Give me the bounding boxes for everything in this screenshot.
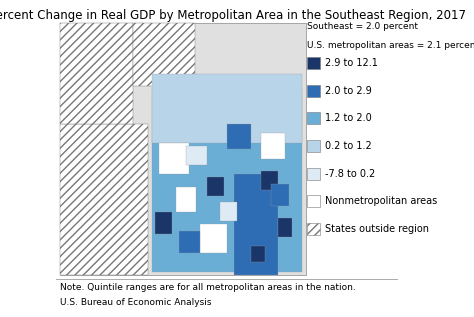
FancyBboxPatch shape — [176, 187, 196, 212]
FancyBboxPatch shape — [307, 195, 320, 207]
FancyBboxPatch shape — [186, 146, 207, 165]
FancyBboxPatch shape — [307, 223, 320, 235]
FancyBboxPatch shape — [60, 23, 133, 124]
FancyBboxPatch shape — [152, 89, 302, 272]
Text: 2.9 to 12.1: 2.9 to 12.1 — [325, 58, 378, 68]
FancyBboxPatch shape — [307, 140, 320, 152]
Text: States outside region: States outside region — [325, 224, 428, 234]
Text: Note. Quintile ranges are for all metropolitan areas in the nation.: Note. Quintile ranges are for all metrop… — [60, 283, 356, 292]
Text: 0.2 to 1.2: 0.2 to 1.2 — [325, 141, 372, 151]
Text: 2.0 to 2.9: 2.0 to 2.9 — [325, 86, 372, 96]
FancyBboxPatch shape — [159, 143, 190, 174]
FancyBboxPatch shape — [133, 23, 195, 86]
FancyBboxPatch shape — [200, 224, 227, 253]
FancyBboxPatch shape — [278, 218, 292, 237]
FancyBboxPatch shape — [307, 57, 320, 69]
FancyBboxPatch shape — [307, 168, 320, 179]
Text: -7.8 to 0.2: -7.8 to 0.2 — [325, 169, 375, 178]
FancyBboxPatch shape — [179, 231, 200, 253]
FancyBboxPatch shape — [152, 74, 302, 143]
Text: Percent Change in Real GDP by Metropolitan Area in the Southeast Region, 2017: Percent Change in Real GDP by Metropolit… — [0, 9, 465, 22]
FancyBboxPatch shape — [307, 85, 320, 97]
FancyBboxPatch shape — [272, 184, 289, 206]
FancyBboxPatch shape — [207, 177, 224, 196]
Text: Nonmetropolitan areas: Nonmetropolitan areas — [325, 196, 437, 206]
Text: U.S. metropolitan areas = 2.1 percent: U.S. metropolitan areas = 2.1 percent — [307, 41, 474, 50]
Text: Southeast = 2.0 percent: Southeast = 2.0 percent — [307, 22, 418, 31]
FancyBboxPatch shape — [261, 133, 285, 158]
FancyBboxPatch shape — [234, 174, 278, 275]
FancyBboxPatch shape — [227, 124, 251, 149]
FancyBboxPatch shape — [251, 247, 264, 262]
FancyBboxPatch shape — [261, 171, 278, 190]
Text: U.S. Bureau of Economic Analysis: U.S. Bureau of Economic Analysis — [60, 298, 211, 307]
FancyBboxPatch shape — [307, 112, 320, 124]
FancyBboxPatch shape — [220, 203, 237, 221]
FancyBboxPatch shape — [60, 23, 306, 275]
Text: 1.2 to 2.0: 1.2 to 2.0 — [325, 113, 372, 123]
FancyBboxPatch shape — [155, 212, 173, 234]
FancyBboxPatch shape — [60, 124, 148, 275]
